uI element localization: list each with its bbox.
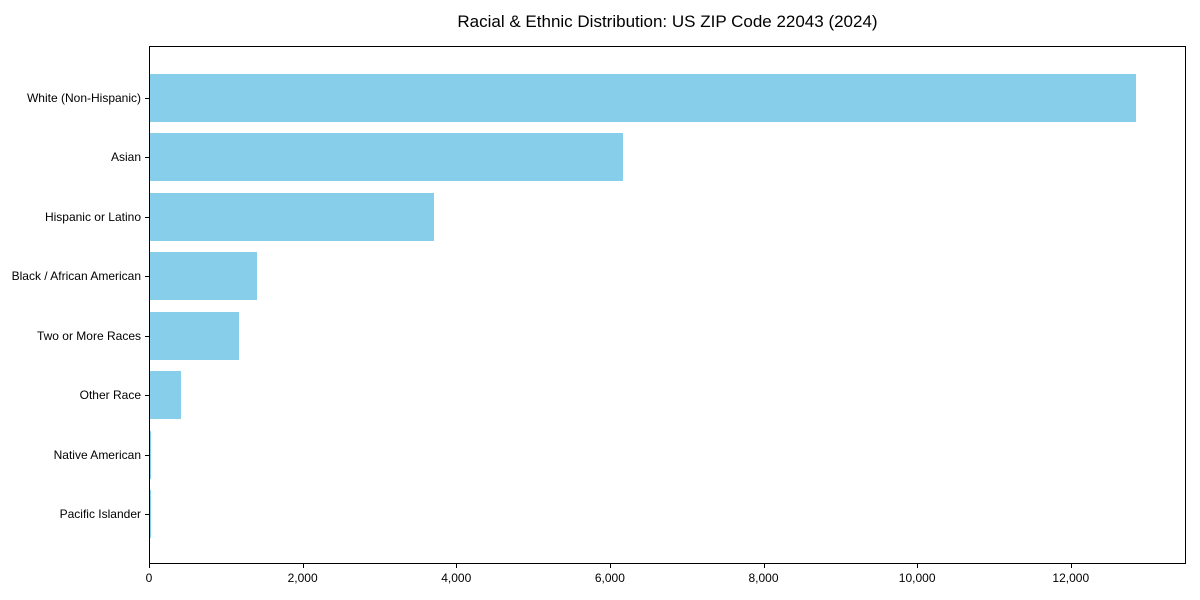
x-tick-label: 0: [145, 571, 153, 585]
y-tick-mark: [145, 514, 149, 516]
category-label: Pacific Islander: [59, 507, 141, 522]
bar-rows: White (Non-Hispanic) Asian Hispanic or Lat…: [12, 68, 1185, 545]
bar-row: Other Race: [80, 366, 1185, 426]
x-tick-mark: [763, 564, 765, 568]
bar-row: Asian: [111, 128, 1185, 188]
y-tick-mark: [145, 335, 149, 337]
category-label: Asian: [110, 150, 141, 165]
y-tick-mark: [145, 216, 149, 218]
category-label: Native American: [53, 447, 141, 462]
x-tick-mark: [1070, 564, 1072, 568]
x-tick-label: 12,000: [1052, 571, 1090, 585]
bar-row: Pacific Islander: [60, 485, 1185, 545]
bar: [150, 371, 181, 420]
bar-row: White (Non-Hispanic): [27, 68, 1185, 128]
x-tick-label: 2,000: [287, 571, 318, 585]
bar: [150, 311, 239, 360]
bar: [150, 133, 624, 182]
y-tick-mark: [145, 395, 149, 397]
category-label: Hispanic or Latino: [44, 209, 141, 224]
x-axis: 0 2,000 4,000 6,000 8,000 10,000 12,000: [145, 564, 1186, 594]
category-label: Other Race: [79, 388, 141, 403]
x-tick-mark: [456, 564, 458, 568]
category-label: White (Non-Hispanic): [26, 90, 141, 105]
bar-row: Native American: [54, 425, 1185, 485]
bar-row: Black / African American: [12, 247, 1185, 307]
x-tick-mark: [302, 564, 304, 568]
bar-row: Hispanic or Latino: [45, 187, 1185, 247]
bar-row: Two or More Races: [37, 306, 1185, 366]
y-tick-mark: [145, 454, 149, 456]
x-tick-label: 8,000: [748, 571, 779, 585]
category-label: Black / African American: [11, 269, 141, 284]
plot-area: White (Non-Hispanic) Asian Hispanic or Lat…: [12, 46, 1186, 564]
category-label: Two or More Races: [36, 328, 141, 343]
bar: [150, 192, 434, 241]
x-tick-label: 10,000: [898, 571, 936, 585]
x-tick-mark: [149, 564, 150, 568]
bar: [150, 252, 257, 301]
y-tick-mark: [145, 157, 149, 159]
x-tick-label: 6,000: [594, 571, 625, 585]
x-tick-mark: [609, 564, 611, 568]
bar: [150, 430, 151, 479]
y-tick-mark: [145, 97, 149, 99]
x-tick-label: 4,000: [441, 571, 472, 585]
y-tick-mark: [145, 276, 149, 278]
bar: [150, 73, 1136, 122]
chart-title: Racial & Ethnic Distribution: US ZIP Cod…: [457, 12, 878, 31]
x-tick-mark: [917, 564, 919, 568]
